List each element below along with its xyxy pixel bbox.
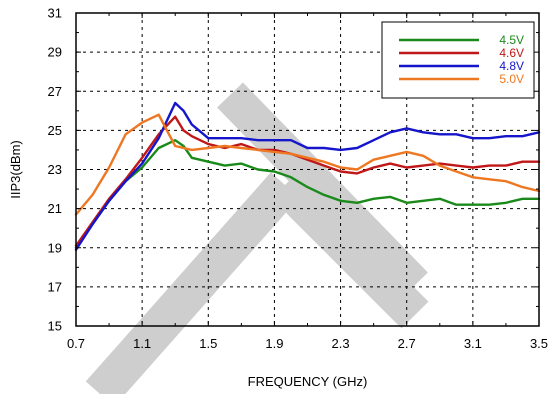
y-tick-label: 31 [48, 6, 62, 21]
legend: 4.5V4.6V4.8V5.0V [381, 21, 535, 99]
y-tick-label: 21 [48, 201, 62, 216]
x-tick-labels: 0.7 1.1 1.5 1.9 2.3 2.7 3.1 3.5 [67, 336, 548, 351]
tick-marks [75, 12, 540, 327]
legend-label: 5.0V [499, 72, 524, 86]
x-tick-label: 2.3 [332, 336, 350, 351]
y-tick-labels: 15 17 19 21 23 25 27 29 31 [48, 6, 62, 334]
y-tick-label: 27 [48, 84, 62, 99]
x-tick-label: 1.5 [199, 336, 217, 351]
x-tick-label: 1.9 [265, 336, 283, 351]
x-tick-label: 1.1 [133, 336, 151, 351]
y-tick-label: 25 [48, 123, 62, 138]
x-axis-title: FREQUENCY (GHz) [248, 374, 368, 389]
x-tick-label: 0.7 [67, 336, 85, 351]
series-line-4 [74, 113, 541, 216]
x-tick-label: 3.1 [464, 336, 482, 351]
y-tick-label: 29 [48, 45, 62, 60]
series-line-3 [74, 101, 541, 251]
legend-label: 4.5V [499, 33, 524, 47]
x-tick-label: 3.5 [530, 336, 548, 351]
legend-label: 4.6V [499, 46, 524, 60]
y-tick-label: 15 [48, 319, 62, 334]
y-tick-label: 17 [48, 279, 62, 294]
y-tick-label: 19 [48, 240, 62, 255]
legend-label: 4.8V [499, 59, 524, 73]
series-lines [74, 101, 541, 251]
y-tick-label: 23 [48, 162, 62, 177]
legend-box [381, 21, 535, 99]
watermark [85, 82, 429, 394]
x-tick-label: 2.7 [398, 336, 416, 351]
series-line-1 [74, 139, 541, 249]
y-axis-title: IIP3(dBm) [8, 140, 23, 199]
